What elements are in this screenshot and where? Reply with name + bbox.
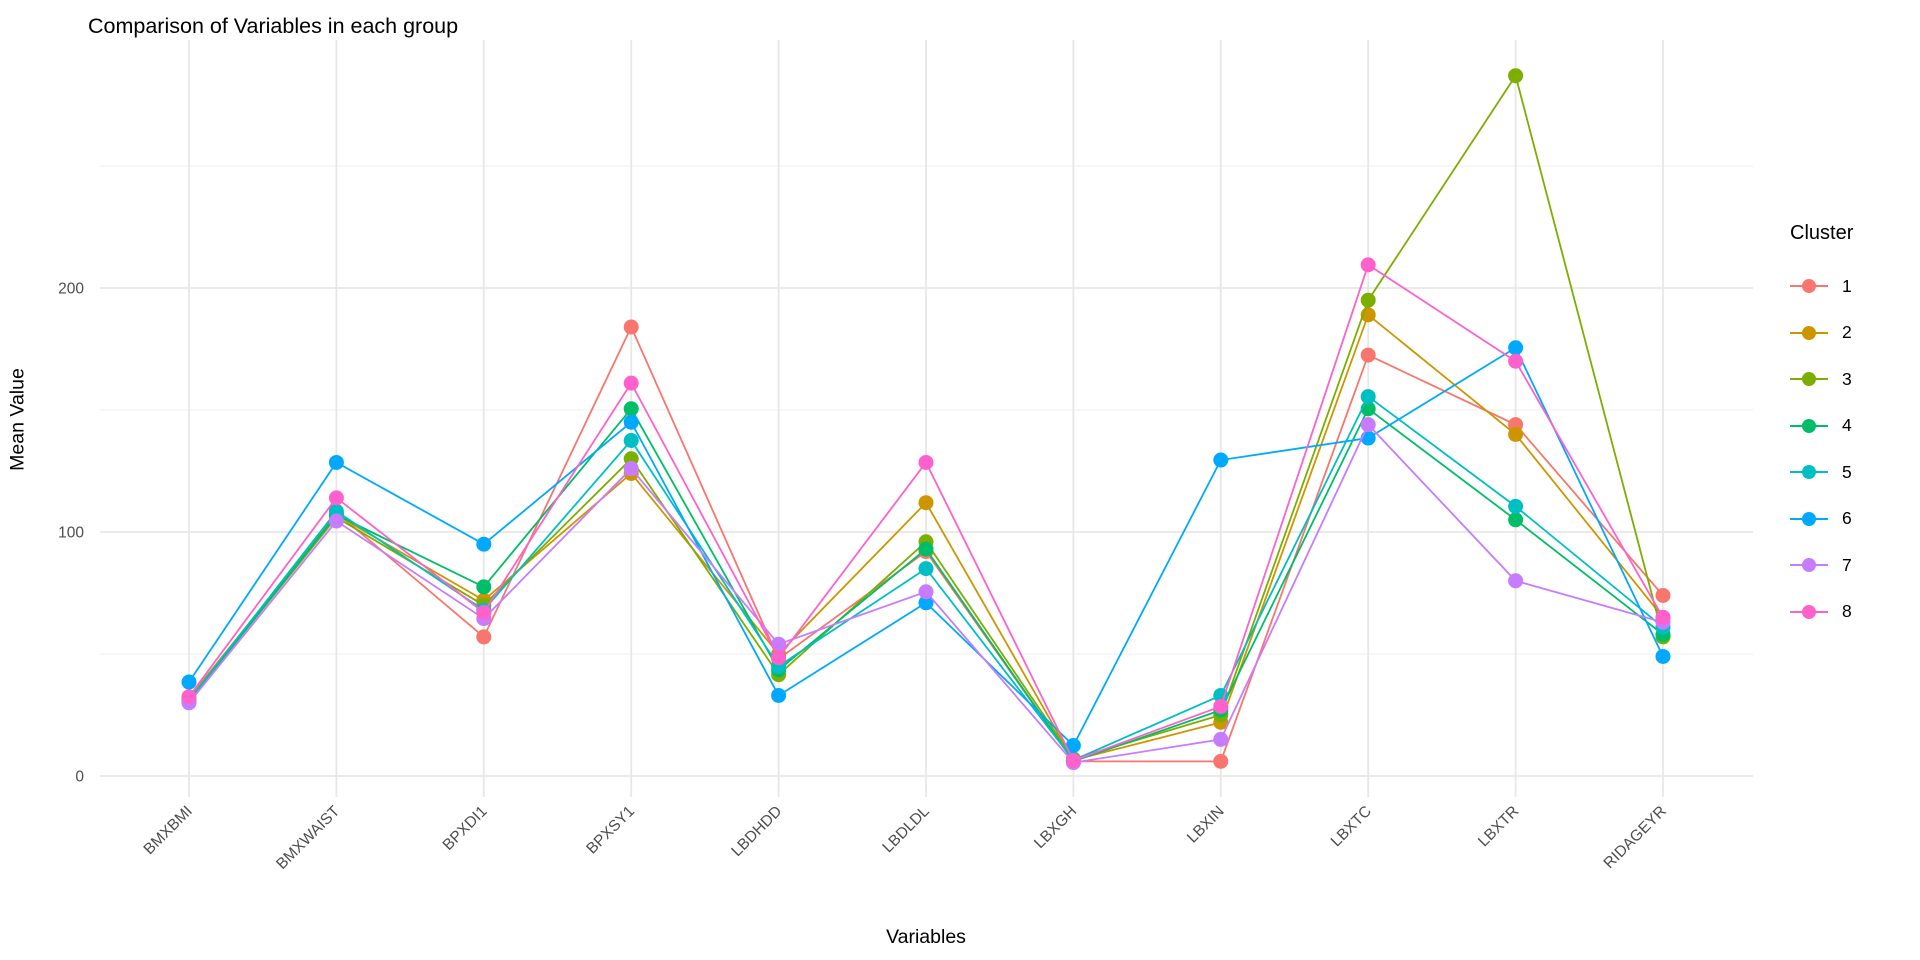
data-point-cluster-8-LBXIN bbox=[1213, 698, 1229, 714]
data-point-cluster-1-LBXIN bbox=[1213, 753, 1229, 769]
data-point-cluster-3-LBXTC bbox=[1360, 292, 1376, 308]
data-point-cluster-5-LBDLDL bbox=[918, 561, 934, 577]
legend-title: Cluster bbox=[1790, 222, 1854, 244]
legend-key-dot bbox=[1802, 558, 1816, 573]
data-point-cluster-8-BMXBMI bbox=[181, 689, 197, 705]
data-point-cluster-6-LBXTR bbox=[1508, 340, 1524, 356]
data-point-cluster-7-BPXSY1 bbox=[623, 461, 639, 477]
data-point-cluster-7-LBXIN bbox=[1213, 731, 1229, 747]
data-point-cluster-7-LBXTC bbox=[1360, 417, 1376, 433]
data-point-cluster-8-RIDAGEYR bbox=[1655, 609, 1671, 625]
legend-key-icon bbox=[1790, 371, 1828, 388]
legend-entry-cluster-1: 1 bbox=[1790, 263, 1853, 310]
data-point-cluster-1-BPXDI1 bbox=[476, 629, 492, 645]
data-point-cluster-4-BPXSY1 bbox=[623, 401, 639, 417]
legend-key-icon bbox=[1790, 510, 1828, 527]
data-point-cluster-1-RIDAGEYR bbox=[1655, 587, 1671, 603]
data-point-cluster-6-BMXBMI bbox=[181, 674, 197, 690]
x-tick-label: LBDLDL bbox=[879, 803, 933, 857]
data-point-cluster-4-BPXDI1 bbox=[476, 579, 492, 595]
legend-entry-cluster-8: 8 bbox=[1790, 589, 1853, 636]
x-tick-label: BMXWAIST bbox=[273, 802, 343, 872]
data-point-cluster-6-LBDHDD bbox=[771, 687, 787, 703]
data-point-cluster-8-LBDHDD bbox=[771, 650, 787, 666]
data-point-cluster-6-BMXWAIST bbox=[328, 454, 344, 470]
legend-key-dot bbox=[1802, 418, 1816, 433]
legend-entry-label: 8 bbox=[1842, 601, 1852, 622]
y-tick-label: 100 bbox=[58, 525, 84, 542]
data-point-cluster-1-BPXSY1 bbox=[623, 319, 639, 335]
y-tick-label: 200 bbox=[58, 281, 84, 298]
chart-title: Comparison of Variables in each group bbox=[88, 14, 459, 38]
x-tick-label: BMXBMI bbox=[141, 803, 196, 858]
data-point-cluster-1-LBXTC bbox=[1360, 347, 1376, 363]
data-point-cluster-4-LBXTR bbox=[1508, 512, 1524, 528]
legend-entry-label: 4 bbox=[1842, 415, 1852, 436]
legend-entry-label: 2 bbox=[1842, 322, 1852, 343]
legend-key-dot bbox=[1802, 325, 1816, 340]
legend-key-icon bbox=[1790, 278, 1828, 295]
legend-entry-label: 6 bbox=[1842, 508, 1852, 529]
x-tick-label: BPXDI1 bbox=[440, 803, 491, 854]
legend-key-dot bbox=[1802, 279, 1816, 294]
legend: Cluster 1 2 3 4 5 6 7 8 bbox=[1790, 222, 1853, 635]
data-point-cluster-6-BPXDI1 bbox=[476, 536, 492, 552]
data-point-cluster-8-BPXDI1 bbox=[476, 605, 492, 621]
legend-key-dot bbox=[1802, 511, 1816, 526]
data-point-cluster-6-RIDAGEYR bbox=[1655, 648, 1671, 664]
legend-entry-label: 1 bbox=[1842, 275, 1852, 296]
legend-entries: 1 2 3 4 5 6 7 8 bbox=[1790, 263, 1853, 635]
x-tick-label: BPXSY1 bbox=[583, 803, 638, 858]
data-point-cluster-3-LBXTR bbox=[1508, 68, 1524, 84]
legend-key-icon bbox=[1790, 557, 1828, 574]
legend-key-icon bbox=[1790, 603, 1828, 620]
legend-entry-label: 3 bbox=[1842, 368, 1852, 389]
data-point-cluster-8-LBXTC bbox=[1360, 257, 1376, 273]
data-point-cluster-7-BMXWAIST bbox=[328, 513, 344, 529]
legend-entry-cluster-2: 2 bbox=[1790, 310, 1853, 357]
x-tick-label: LBXTR bbox=[1475, 803, 1522, 850]
y-tick-label: 0 bbox=[75, 769, 84, 786]
data-point-cluster-6-LBXIN bbox=[1213, 452, 1229, 468]
data-point-cluster-8-LBDLDL bbox=[918, 454, 934, 470]
data-point-cluster-7-LBDLDL bbox=[918, 584, 934, 600]
data-point-cluster-8-BMXWAIST bbox=[328, 490, 344, 506]
data-point-cluster-7-LBXTR bbox=[1508, 573, 1524, 589]
legend-entry-cluster-6: 6 bbox=[1790, 496, 1853, 543]
legend-entry-cluster-7: 7 bbox=[1790, 542, 1853, 589]
data-point-cluster-2-LBDLDL bbox=[918, 495, 934, 511]
data-point-cluster-8-BPXSY1 bbox=[623, 375, 639, 391]
data-point-cluster-2-LBXTR bbox=[1508, 426, 1524, 442]
legend-key-icon bbox=[1790, 324, 1828, 341]
data-point-cluster-6-BPXSY1 bbox=[623, 414, 639, 430]
legend-entry-cluster-5: 5 bbox=[1790, 449, 1853, 496]
x-tick-label: RIDAGEYR bbox=[1601, 803, 1670, 872]
data-point-cluster-6-LBXTC bbox=[1360, 430, 1376, 446]
data-point-cluster-5-LBXTR bbox=[1508, 498, 1524, 514]
data-point-cluster-4-LBDLDL bbox=[918, 541, 934, 557]
legend-key-dot bbox=[1802, 465, 1816, 480]
legend-entry-label: 7 bbox=[1842, 554, 1852, 575]
legend-key-dot bbox=[1802, 604, 1816, 619]
data-point-cluster-5-BPXSY1 bbox=[623, 433, 639, 448]
data-point-cluster-6-LBDLDL bbox=[918, 595, 934, 611]
data-point-cluster-8-LBXGH bbox=[1065, 753, 1081, 769]
x-axis-title: Variables bbox=[886, 926, 966, 948]
data-point-cluster-7-LBDHDD bbox=[771, 636, 787, 652]
legend-key-icon bbox=[1790, 464, 1828, 481]
data-point-cluster-8-LBXTR bbox=[1508, 353, 1524, 369]
data-point-cluster-5-LBXIN bbox=[1213, 687, 1229, 703]
x-tick-label: LBXIN bbox=[1184, 803, 1228, 847]
legend-entry-cluster-3: 3 bbox=[1790, 356, 1853, 403]
x-tick-label: LBDHDD bbox=[728, 803, 785, 860]
legend-key-icon bbox=[1790, 417, 1828, 434]
x-tick-label: LBXGH bbox=[1031, 803, 1080, 852]
data-point-cluster-6-LBXGH bbox=[1065, 738, 1081, 753]
legend-entry-label: 5 bbox=[1842, 461, 1852, 482]
legend-key-dot bbox=[1802, 372, 1816, 387]
legend-entry-cluster-4: 4 bbox=[1790, 403, 1853, 450]
data-point-cluster-5-LBXTC bbox=[1360, 389, 1376, 405]
x-tick-label: LBXTC bbox=[1328, 803, 1375, 850]
